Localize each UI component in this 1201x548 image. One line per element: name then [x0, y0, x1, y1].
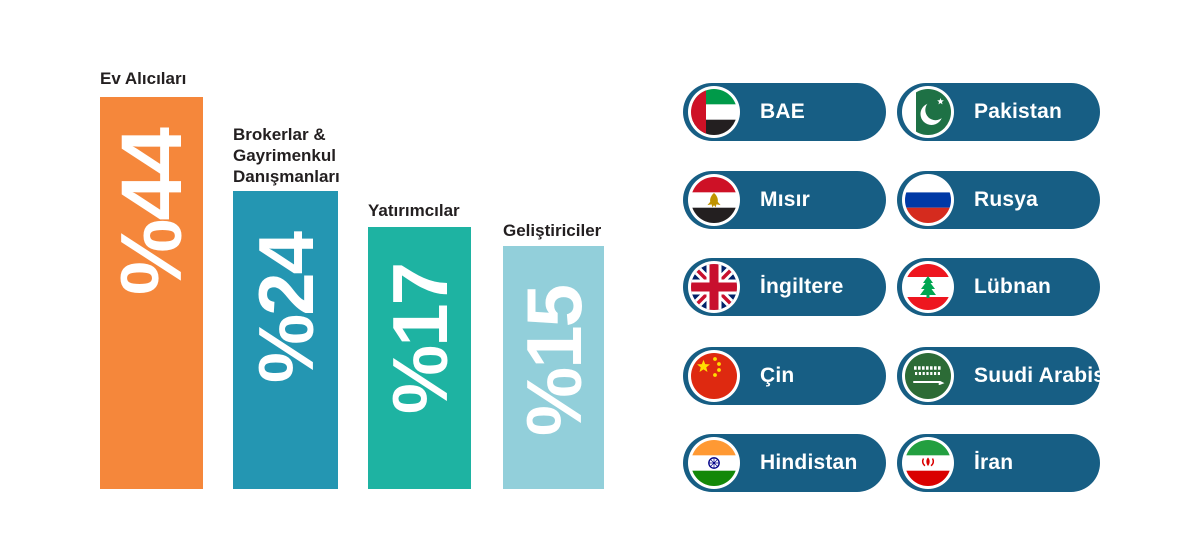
country-pill-hindistan: Hindistan — [683, 434, 886, 492]
country-name: Rusya — [974, 188, 1039, 211]
country-name: Pakistan — [974, 100, 1062, 123]
iran-flag-icon — [902, 437, 954, 489]
country-name: BAE — [760, 100, 805, 123]
bar-label-gelistiriciler: Geliştiriciler — [503, 221, 602, 240]
bar-value-gelistiriciler: %15 — [509, 286, 598, 437]
bar-label-ev-alicilari: Ev Alıcıları — [100, 69, 187, 88]
bar-value-ev-alicilari: %44 — [103, 129, 200, 296]
country-pill-ingiltere: İngiltere — [683, 258, 886, 316]
bar-brokerlar: %24 — [233, 191, 338, 489]
country-pill-iran: İran — [897, 434, 1100, 492]
country-name: İran — [974, 451, 1014, 474]
saudi-arabia-flag-icon — [902, 350, 954, 402]
bar-gelistiriciler: %15 — [503, 246, 604, 489]
lebanon-flag-icon — [902, 261, 954, 313]
bar-yatirimcilar: %17 — [368, 227, 471, 489]
country-pill-suudi-arabistan: Suudi Arabistan — [897, 347, 1100, 405]
india-flag-icon — [688, 437, 740, 489]
bar-value-yatirimcilar: %17 — [375, 264, 464, 415]
uk-flag-icon — [688, 261, 740, 313]
country-pill-cin: Çin — [683, 347, 886, 405]
country-name: Hindistan — [760, 451, 858, 474]
country-pill-rusya: Rusya — [897, 171, 1100, 229]
bar-ev-alicilari: %44 — [100, 97, 203, 489]
country-pill-pakistan: Pakistan — [897, 83, 1100, 141]
country-name: Mısır — [760, 188, 811, 211]
uae-flag-icon — [688, 86, 740, 138]
country-pill-lubnan: Lübnan — [897, 258, 1100, 316]
country-name: Lübnan — [974, 275, 1052, 298]
china-flag-icon — [688, 350, 740, 402]
bar-label-yatirimcilar: Yatırımcılar — [368, 201, 460, 220]
country-name: Suudi Arabistan — [974, 364, 1100, 387]
russia-flag-icon — [902, 174, 954, 226]
country-name: İngiltere — [760, 275, 844, 298]
bar-label-brokerlar: Brokerlar & Gayrimenkul Danışmanları — [233, 125, 340, 186]
pakistan-flag-icon — [902, 86, 954, 138]
country-pill-bae: BAE — [683, 83, 886, 141]
country-name: Çin — [760, 364, 795, 387]
bar-value-brokerlar: %24 — [241, 233, 330, 384]
country-pill-misir: Mısır — [683, 171, 886, 229]
egypt-flag-icon — [688, 174, 740, 226]
